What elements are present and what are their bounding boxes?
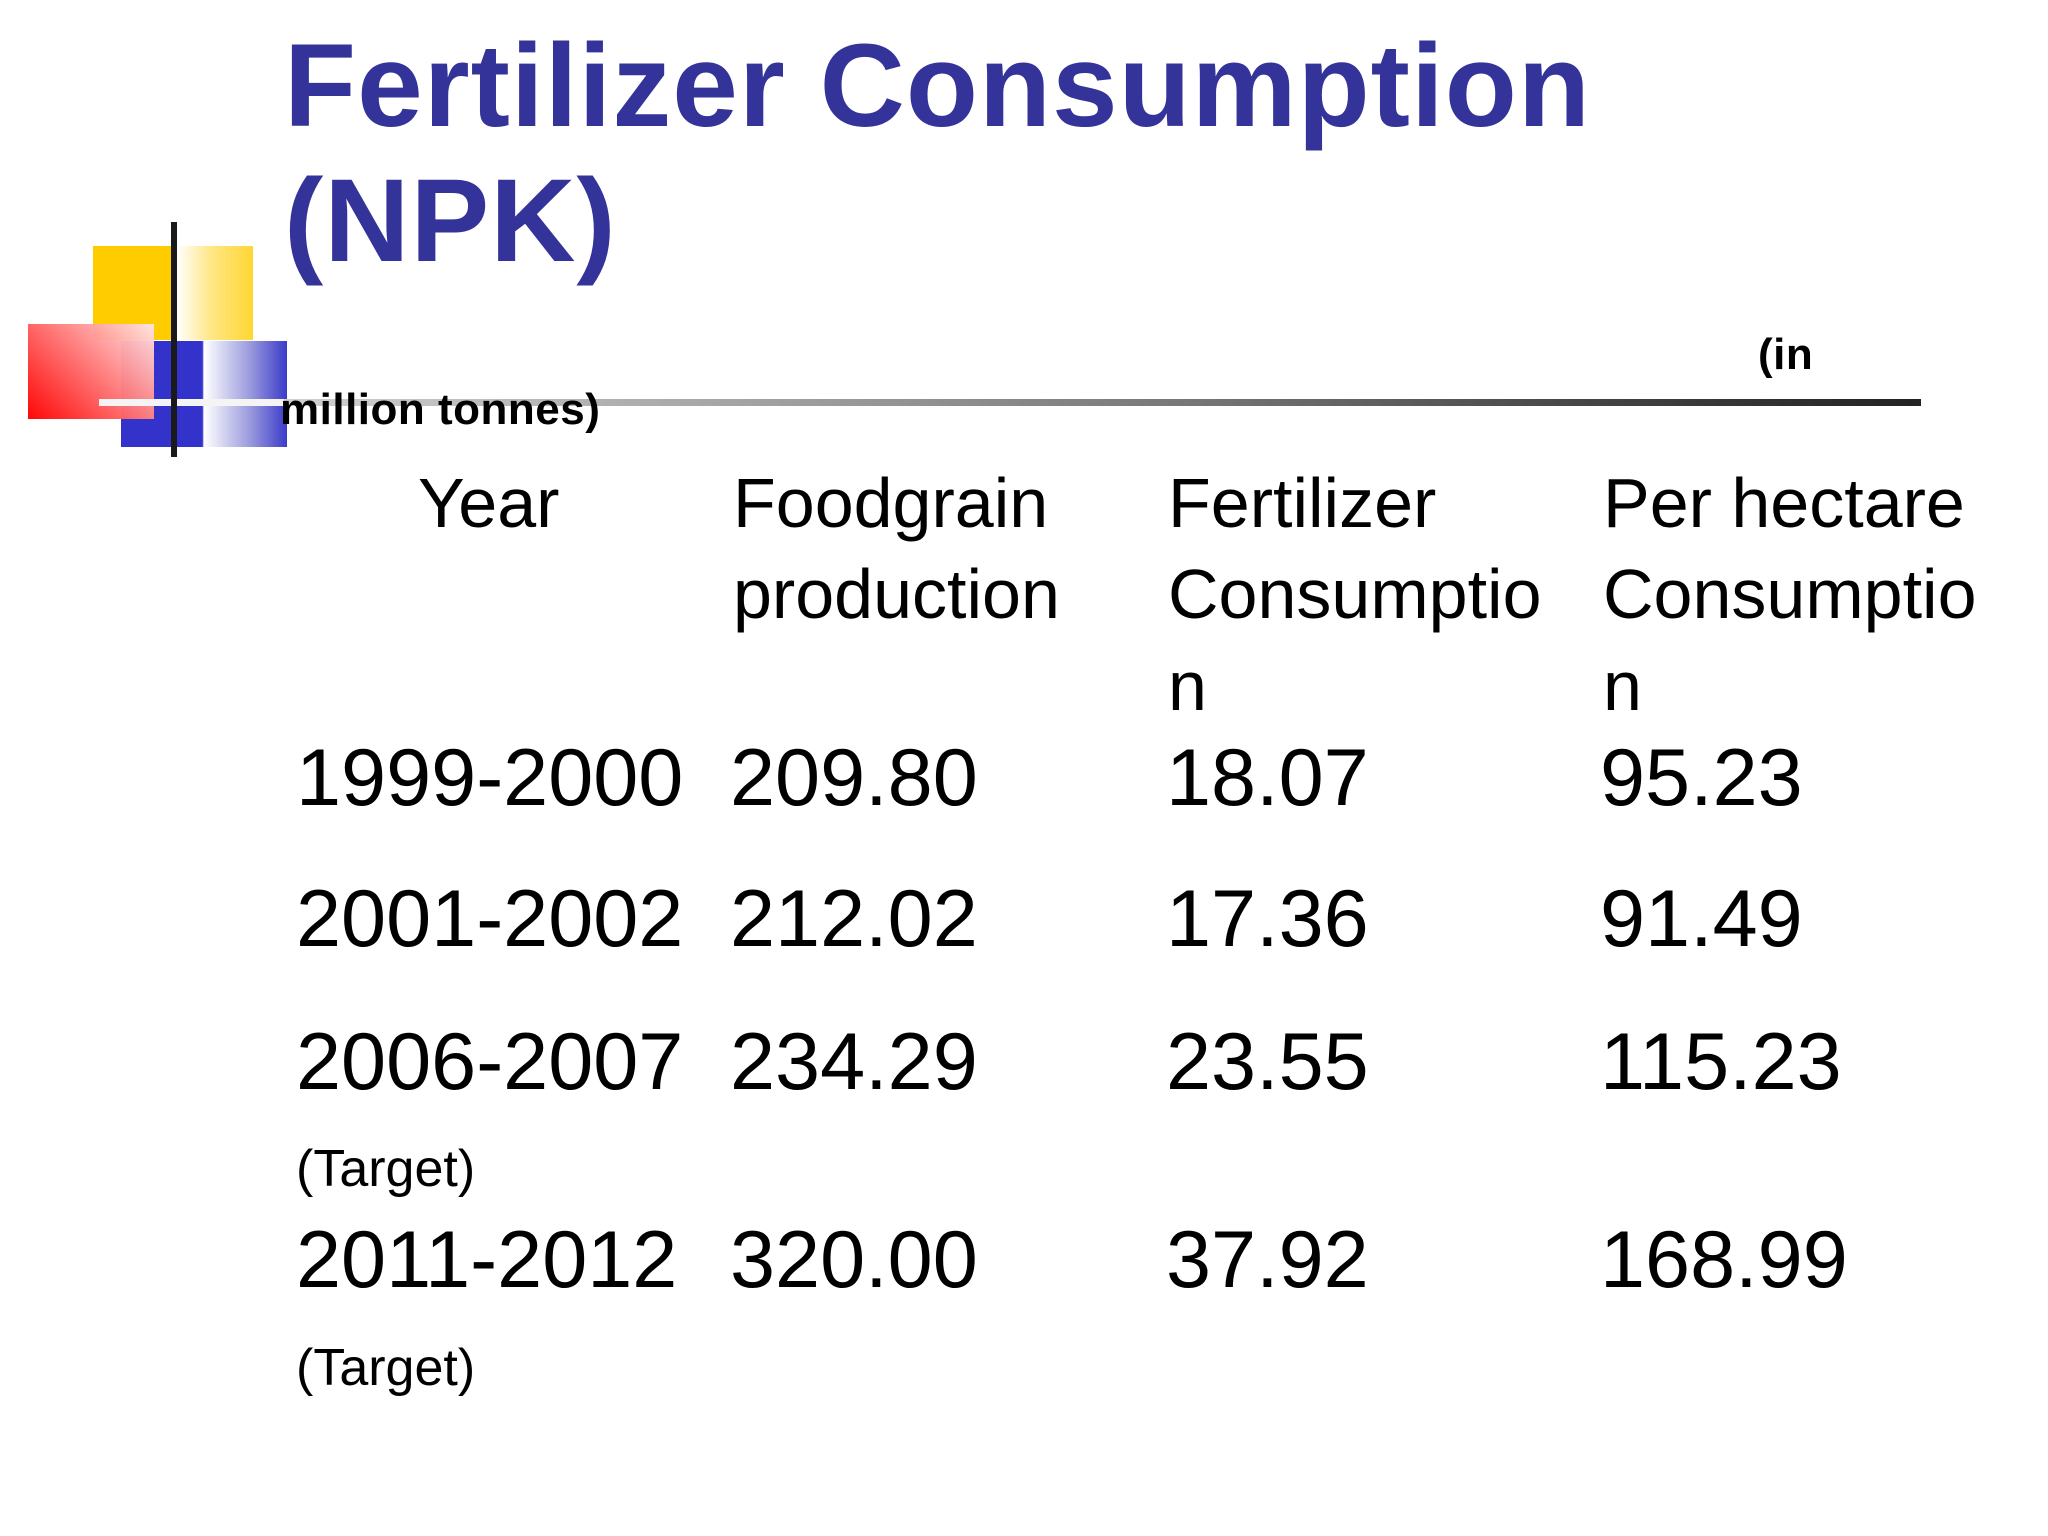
cell-year-note: (Target)	[296, 1339, 476, 1397]
cell-year: 2006-2007	[296, 1017, 684, 1107]
slide-title-line-2: (NPK)	[284, 155, 617, 287]
header-fertilizer-line-1: Fertilizer	[1168, 464, 1437, 542]
cell-fertilizer: 17.36	[1166, 874, 1369, 964]
title-divider-rule	[284, 399, 1921, 406]
cell-foodgrain: 234.29	[730, 1017, 978, 1107]
cell-year: 2011-2012	[296, 1215, 678, 1305]
header-foodgrain-line-1: Foodgrain	[733, 464, 1049, 542]
header-per-hectare-line-1: Per hectare	[1603, 464, 1965, 542]
cell-foodgrain: 320.00	[730, 1215, 978, 1305]
header-fertilizer-line-2: Consumptio	[1168, 555, 1542, 633]
cell-per-hectare: 168.99	[1600, 1215, 1848, 1305]
slide-title-line-1: Fertilizer Consumption	[284, 20, 1591, 152]
header-foodgrain-line-2: production	[733, 555, 1060, 633]
cell-year-note: (Target)	[296, 1140, 476, 1198]
cell-per-hectare: 115.23	[1600, 1017, 1842, 1107]
cell-per-hectare: 95.23	[1600, 733, 1803, 823]
header-per-hectare-line-3: n	[1603, 647, 1642, 725]
cell-per-hectare: 91.49	[1600, 874, 1803, 964]
header-fertilizer-line-3: n	[1168, 647, 1207, 725]
cell-year: 1999-2000	[296, 733, 684, 823]
decorative-vertical-line	[171, 222, 177, 457]
cell-foodgrain: 209.80	[730, 733, 978, 823]
cell-year: 2001-2002	[296, 874, 684, 964]
cell-fertilizer: 23.55	[1166, 1017, 1369, 1107]
unit-note-part-1: (in	[1758, 330, 1814, 379]
header-per-hectare-line-2: Consumptio	[1603, 555, 1977, 633]
cell-foodgrain: 212.02	[730, 874, 978, 964]
cell-fertilizer: 37.92	[1166, 1215, 1369, 1305]
decorative-white-bar	[99, 399, 284, 406]
unit-note-part-2: million tonnes)	[280, 385, 601, 434]
header-year: Year	[418, 464, 560, 542]
cell-fertilizer: 18.07	[1166, 733, 1369, 823]
